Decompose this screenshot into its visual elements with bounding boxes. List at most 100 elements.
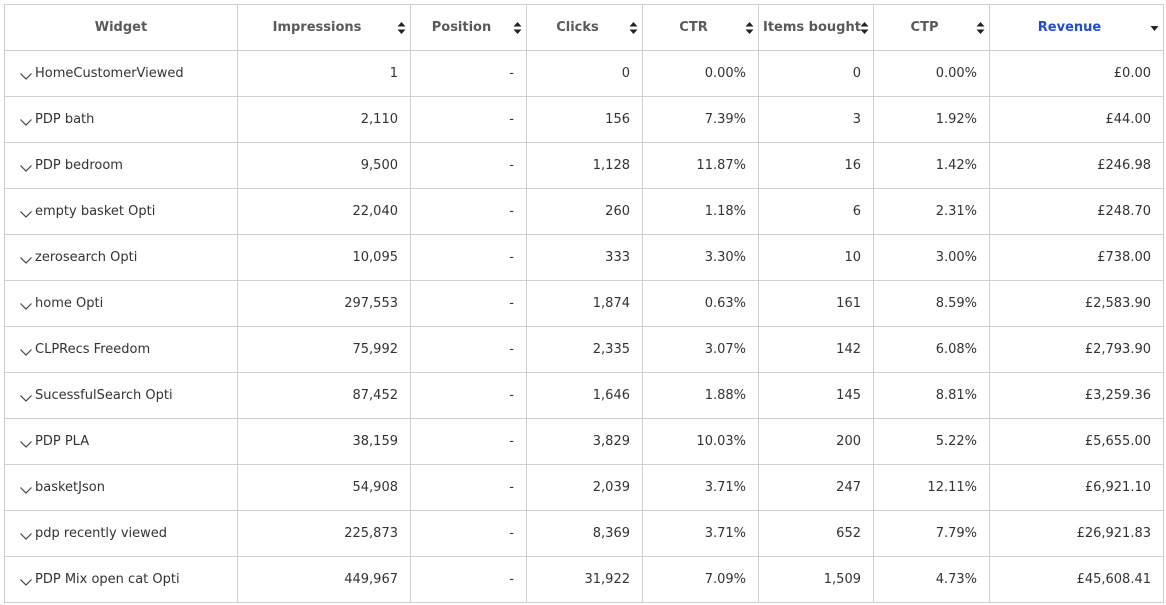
cell-text: 0 bbox=[852, 66, 861, 81]
cell-text: - bbox=[509, 66, 514, 81]
cell-text: 5.22% bbox=[935, 434, 977, 449]
widget-table: Widget Impressions Position Clicks CTR Items … bbox=[4, 4, 1164, 603]
data-cell: 3.00% bbox=[873, 234, 990, 281]
data-cell: £2,793.90 bbox=[989, 326, 1164, 373]
cell-text: 4.73% bbox=[935, 572, 977, 587]
data-cell: 1 bbox=[237, 50, 411, 97]
expand-toggle[interactable] bbox=[19, 483, 33, 494]
cell-text: - bbox=[509, 388, 514, 403]
cell-text: 3.30% bbox=[704, 250, 746, 265]
column-header[interactable]: Position bbox=[410, 4, 527, 51]
header-label: Items bought bbox=[763, 20, 861, 35]
cell-text: 449,967 bbox=[344, 572, 398, 587]
data-cell: 87,452 bbox=[237, 372, 411, 419]
expand-toggle[interactable] bbox=[19, 161, 33, 172]
column-header: Widget bbox=[4, 4, 238, 51]
expand-toggle[interactable] bbox=[19, 253, 33, 264]
data-cell: 156 bbox=[526, 96, 643, 143]
cell-text: PDP Mix open cat Opti bbox=[35, 572, 180, 587]
data-cell: 31,922 bbox=[526, 556, 643, 603]
cell-text: 11.87% bbox=[696, 158, 746, 173]
cell-text: basketJson bbox=[35, 480, 105, 495]
cell-text: 8,369 bbox=[592, 526, 630, 541]
data-cell: 12.11% bbox=[873, 464, 990, 511]
expand-toggle[interactable] bbox=[19, 437, 33, 448]
cell-text: 0.63% bbox=[704, 296, 746, 311]
data-cell: 1.42% bbox=[873, 142, 990, 189]
table-row: HomeCustomerViewed 1 - 0 0.00% 0 0.00% £0.00 bbox=[4, 50, 1164, 97]
column-header[interactable]: Revenue bbox=[989, 4, 1164, 51]
chevron-icon bbox=[20, 211, 32, 218]
cell-text: £248.70 bbox=[1097, 204, 1151, 219]
data-cell: 9,500 bbox=[237, 142, 411, 189]
table-row: SucessfulSearch Opti 87,452 - 1,646 1.88% 145… bbox=[4, 372, 1164, 419]
expand-toggle[interactable] bbox=[19, 391, 33, 402]
column-header[interactable]: Impressions bbox=[237, 4, 411, 51]
data-cell: 7.09% bbox=[642, 556, 759, 603]
expand-toggle[interactable] bbox=[19, 529, 33, 540]
cell-text: 2.31% bbox=[935, 204, 977, 219]
cell-text: £2,583.90 bbox=[1084, 296, 1151, 311]
data-cell: £248.70 bbox=[989, 188, 1164, 235]
data-cell: 4.73% bbox=[873, 556, 990, 603]
expand-toggle[interactable] bbox=[19, 345, 33, 356]
cell-text: 0.00% bbox=[935, 66, 977, 81]
cell-text: £738.00 bbox=[1097, 250, 1151, 265]
chevron-icon bbox=[20, 165, 32, 172]
cell-text: 200 bbox=[836, 434, 861, 449]
cell-text: 3.00% bbox=[935, 250, 977, 265]
expand-toggle[interactable] bbox=[19, 299, 33, 310]
data-cell: 6.08% bbox=[873, 326, 990, 373]
cell-text: 2,039 bbox=[592, 480, 630, 495]
cell-text: PDP bedroom bbox=[35, 158, 123, 173]
table-row: PDP bath 2,110 - 156 7.39% 3 1.92% £44.00 bbox=[4, 96, 1164, 143]
expand-toggle[interactable] bbox=[19, 69, 33, 80]
cell-text: 260 bbox=[605, 204, 630, 219]
table-row: PDP Mix open cat Opti 449,967 - 31,922 7.09%… bbox=[4, 556, 1164, 603]
data-cell: - bbox=[410, 188, 527, 235]
table-row: PDP bedroom 9,500 - 1,128 11.87% 16 1.42% £246.… bbox=[4, 142, 1164, 189]
expand-toggle[interactable] bbox=[19, 575, 33, 586]
widget-cell: home Opti bbox=[4, 280, 238, 327]
table-body: HomeCustomerViewed 1 - 0 0.00% 0 0.00% £0.00 PDP… bbox=[4, 50, 1164, 603]
cell-text: £3,259.36 bbox=[1084, 388, 1151, 403]
data-cell: 7.39% bbox=[642, 96, 759, 143]
data-cell: 10,095 bbox=[237, 234, 411, 281]
table-row: empty basket Opti 22,040 - 260 1.18% 6 2.31% £2… bbox=[4, 188, 1164, 235]
column-header[interactable]: CTR bbox=[642, 4, 759, 51]
table-row: home Opti 297,553 - 1,874 0.63% 161 8.59% £2,58… bbox=[4, 280, 1164, 327]
expand-toggle[interactable] bbox=[19, 115, 33, 126]
data-cell: £5,655.00 bbox=[989, 418, 1164, 465]
table-head: Widget Impressions Position Clicks CTR Items … bbox=[4, 4, 1164, 51]
cell-text: 9,500 bbox=[360, 158, 398, 173]
data-cell: 449,967 bbox=[237, 556, 411, 603]
data-cell: £246.98 bbox=[989, 142, 1164, 189]
cell-text: PDP PLA bbox=[35, 434, 90, 449]
widget-cell: PDP bedroom bbox=[4, 142, 238, 189]
widget-cell: PDP bath bbox=[4, 96, 238, 143]
column-header[interactable]: Clicks bbox=[526, 4, 643, 51]
widget-cell: basketJson bbox=[4, 464, 238, 511]
header-row: Widget Impressions Position Clicks CTR Items … bbox=[4, 4, 1164, 51]
data-cell: £0.00 bbox=[989, 50, 1164, 97]
data-cell: 2,335 bbox=[526, 326, 643, 373]
sort-icon bbox=[745, 21, 754, 34]
header-label: Position bbox=[431, 20, 492, 35]
cell-text: 1.92% bbox=[935, 112, 977, 127]
cell-text: 0.00% bbox=[704, 66, 746, 81]
data-cell: 0.00% bbox=[873, 50, 990, 97]
data-cell: 2,110 bbox=[237, 96, 411, 143]
cell-text: PDP bath bbox=[35, 112, 95, 127]
column-header[interactable]: CTP bbox=[873, 4, 990, 51]
cell-text: 1.42% bbox=[935, 158, 977, 173]
chevron-icon bbox=[20, 73, 32, 80]
cell-text: - bbox=[509, 158, 514, 173]
column-header[interactable]: Items bought bbox=[758, 4, 874, 51]
cell-text: HomeCustomerViewed bbox=[35, 66, 184, 81]
data-cell: 142 bbox=[758, 326, 874, 373]
expand-toggle[interactable] bbox=[19, 207, 33, 218]
data-cell: 1,874 bbox=[526, 280, 643, 327]
table-row: pdp recently viewed 225,873 - 8,369 3.71% 652… bbox=[4, 510, 1164, 557]
widget-cell: SucessfulSearch Opti bbox=[4, 372, 238, 419]
data-cell: 16 bbox=[758, 142, 874, 189]
